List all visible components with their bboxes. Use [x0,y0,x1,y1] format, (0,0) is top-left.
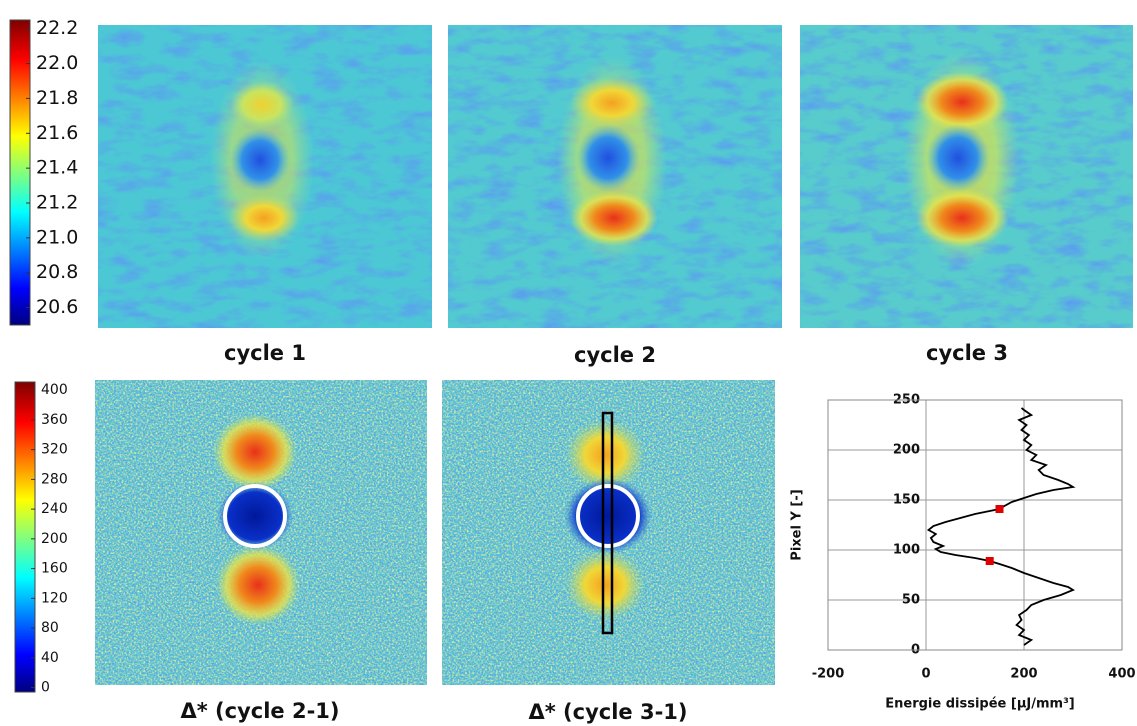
colorbar-tick-label: 22.2 [36,17,78,39]
colorbar-tick-label: 21.4 [36,157,78,179]
panel-label: Δ* (cycle 2-1) [180,699,339,723]
colorbar-tick-label: 120 [41,590,68,606]
x-axis-label: Energie dissipée [µJ/mm³] [885,697,1074,712]
colorbar-tick-label: 320 [41,442,68,458]
colorbar-tick-label: 21.6 [36,122,78,144]
colorbar-bottom [14,381,36,693]
x-tick-label: 400 [1108,667,1135,682]
x-tick-label: -200 [812,667,845,682]
colorbar-tick-label: 0 [41,680,50,696]
plot-area [828,400,1122,650]
colorbar-tick-label: 400 [41,382,68,398]
plot-frame [827,399,1123,651]
colorbar-tick-label: 21.0 [36,226,78,248]
marker [985,557,994,565]
y-tick-label: 100 [893,543,920,558]
dynamic-layer: 20.6 20.8 21.0 21.2 21.4 21.6 21.8 22.0 22.2 0 40 8… [26,17,1136,696]
colorbar-tick-label: 200 [41,531,68,547]
colorbar-tick-label: 22.0 [36,52,78,74]
panel-label: cycle 1 [224,341,306,365]
y-tick-label: 50 [902,593,920,608]
heatmap-cycle-1 [98,25,432,328]
x-tick-label: 0 [921,667,930,682]
heatmap-delta-3-1 [442,380,775,685]
colorbar-tick-label: 360 [41,412,68,428]
colorbar-tick-label: 240 [41,501,68,517]
colorbar-tick-label: 80 [41,620,59,636]
colorbar-tick-label: 20.8 [36,261,78,283]
colorbar-tick-label: 21.2 [36,192,78,214]
profile-line [926,407,1076,646]
marker [995,505,1004,513]
colorbar-top [9,19,31,326]
y-tick-label: 150 [893,493,920,508]
colorbar-tick-label: 160 [41,561,68,577]
colorbar-tick-label: 280 [41,471,68,487]
panel-label: Δ* (cycle 3-1) [528,700,687,724]
y-tick-label: 200 [893,443,920,458]
colorbar-tick-label: 40 [41,650,59,666]
colorbar-tick-label: 21.8 [36,87,78,109]
heatmap-cycle-3 [800,25,1133,328]
heatmap-cycle-2 [448,25,782,328]
y-axis-label: Pixel Y [-] [790,489,805,560]
x-tick-label: 200 [1010,667,1037,682]
panel-label: cycle 2 [574,343,656,367]
panel-label: cycle 3 [926,341,1008,365]
heatmap-delta-2-1 [95,380,427,685]
colorbar-tick-label: 20.6 [36,296,78,318]
